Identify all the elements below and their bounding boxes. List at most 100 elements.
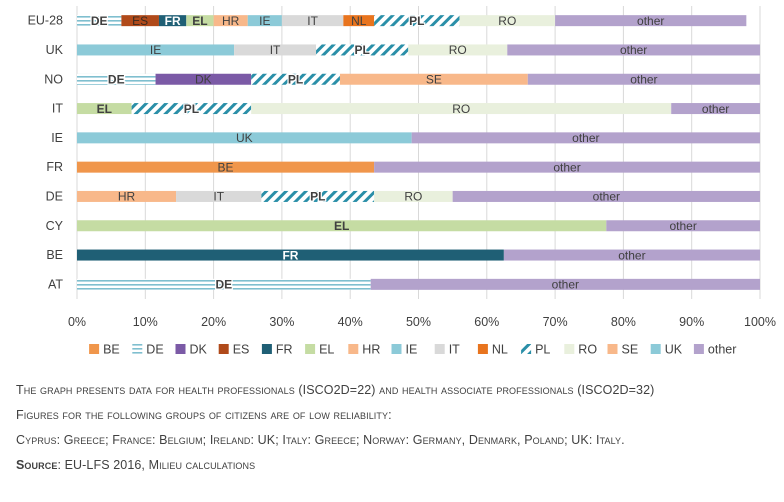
- category-label: FR: [46, 160, 63, 174]
- bar-segment-fr: [77, 249, 504, 261]
- legend-swatch-de: [132, 344, 143, 354]
- segment-label: EL: [97, 102, 112, 116]
- x-tick-label: 100%: [744, 315, 776, 329]
- source-text: : EU-LFS 2016, Milieu calculations: [57, 457, 256, 472]
- segment-label: IT: [307, 14, 318, 28]
- bar-segment-ro: [374, 190, 453, 202]
- x-tick-label: 20%: [201, 315, 226, 329]
- x-tick-label: 30%: [269, 315, 294, 329]
- legend-label: PL: [535, 343, 550, 357]
- bar-segment-other: [671, 103, 760, 115]
- legend-label: EL: [319, 343, 334, 357]
- segment-label: PL: [288, 72, 303, 86]
- segment-label: other: [702, 102, 729, 116]
- segment-label: other: [618, 248, 645, 262]
- source-line: Source: EU-LFS 2016, Milieu calculations: [16, 457, 776, 474]
- bar-segment-el: [77, 220, 607, 232]
- segment-label: other: [593, 190, 620, 204]
- x-tick-label: 50%: [406, 315, 431, 329]
- segment-label: other: [630, 72, 657, 86]
- segment-label: HR: [222, 14, 240, 28]
- bar-segment-pl: [251, 73, 340, 85]
- legend-swatch-be: [89, 344, 100, 354]
- legend-label: RO: [578, 343, 597, 357]
- bar-segment-de: [77, 278, 371, 290]
- category-label: EU-28: [28, 14, 63, 28]
- legend-label: SE: [622, 343, 639, 357]
- note-line-2: Figures for the following groups of citi…: [16, 407, 392, 422]
- legend-swatch-pl: [521, 344, 532, 354]
- note-line-3: Cyprus: Greece; France: Belgium; Ireland…: [16, 432, 625, 447]
- bar-segment-nl: [343, 15, 375, 27]
- legend-swatch-hr: [348, 344, 359, 354]
- segment-label: SE: [426, 72, 442, 86]
- x-tick-label: 10%: [133, 315, 158, 329]
- category-label: UK: [46, 43, 64, 57]
- segment-label: ES: [132, 14, 148, 28]
- bar-segment-be: [77, 161, 375, 173]
- segment-label: other: [572, 131, 599, 145]
- segment-label: PL: [184, 102, 199, 116]
- bar-segment-es: [121, 15, 159, 27]
- legend-swatch-el: [305, 344, 316, 354]
- category-label: BE: [46, 248, 63, 262]
- stacked-bar-chart: DE ES FR EL HR IE IT NL PL RO other IE IT PL RO other DE…: [28, 6, 776, 357]
- segment-label: EL: [192, 14, 207, 28]
- bar-segment-other: [374, 161, 760, 173]
- legend-label: NL: [492, 343, 508, 357]
- x-tick-label: 40%: [338, 315, 363, 329]
- bar-segment-de: [77, 15, 122, 27]
- segment-label: DE: [216, 278, 233, 292]
- x-tick-label: 90%: [679, 315, 704, 329]
- legend-swatch-other: [693, 344, 704, 354]
- segment-label: IT: [213, 190, 224, 204]
- bar-segment-pl: [131, 103, 252, 115]
- bar-segment-it: [281, 15, 344, 27]
- segment-label: IE: [150, 43, 161, 57]
- segment-label: DE: [108, 72, 125, 86]
- bar-segment-hr: [213, 15, 248, 27]
- segment-label: IE: [259, 14, 270, 28]
- legend-swatch-fr: [261, 344, 272, 354]
- bar-segment-de: [77, 73, 156, 85]
- segment-label: IT: [270, 43, 281, 57]
- bar-segment-other: [555, 15, 747, 27]
- bar-segment-it: [234, 44, 317, 56]
- segment-label: NL: [351, 14, 367, 28]
- legend-label: BE: [103, 343, 120, 357]
- legend-swatch-nl: [477, 344, 488, 354]
- x-tick-label: 0%: [68, 315, 86, 329]
- x-axis-labels: 0% 10% 20% 30% 40% 50% 60% 70% 80% 90% 100%: [68, 315, 776, 329]
- x-tick-label: 60%: [474, 315, 499, 329]
- segment-label: RO: [498, 14, 516, 28]
- bar-segment-el: [186, 15, 214, 27]
- bar-segment-other: [503, 249, 760, 261]
- legend-label: UK: [665, 343, 683, 357]
- segment-label: other: [620, 43, 647, 57]
- source-label: Source: [16, 457, 58, 472]
- category-label: DE: [46, 189, 63, 203]
- legend-swatch-ro: [564, 344, 575, 354]
- segment-label: other: [637, 14, 664, 28]
- segment-label: PL: [409, 14, 424, 28]
- segment-label: HR: [118, 190, 136, 204]
- bar-segment-pl: [261, 190, 375, 202]
- segment-label: other: [552, 278, 579, 292]
- bar-segment-fr: [158, 15, 187, 27]
- legend-swatch-it: [434, 344, 445, 354]
- category-label: NO: [44, 72, 63, 86]
- y-axis-labels: EU-28 UK NO IT IE FR DE CY BE AT: [28, 14, 64, 292]
- segment-label: PL: [310, 190, 325, 204]
- bar-segment-other: [527, 73, 760, 85]
- segment-label: DE: [91, 14, 108, 28]
- bar-segment-ro: [251, 103, 672, 115]
- legend-label: FR: [276, 343, 293, 357]
- legend-swatch-uk: [650, 344, 661, 354]
- bar-segment-other: [411, 132, 760, 144]
- segment-label: RO: [404, 190, 422, 204]
- segment-label: other: [669, 219, 696, 233]
- category-label: IE: [51, 131, 63, 145]
- segment-label: BE: [218, 160, 234, 174]
- x-tick-label: 70%: [543, 315, 568, 329]
- segment-label: FR: [282, 248, 298, 262]
